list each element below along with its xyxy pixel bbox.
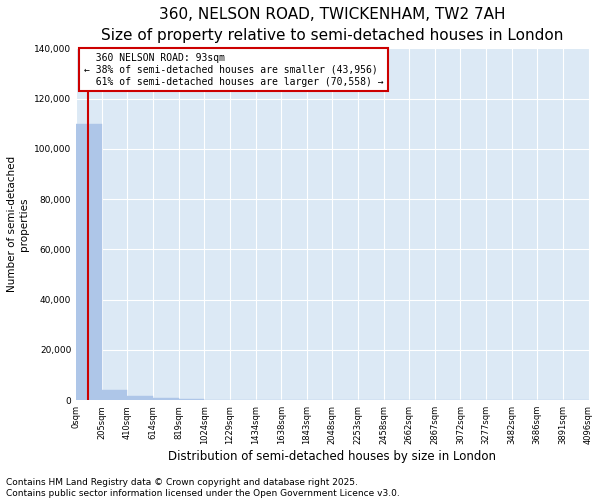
Title: 360, NELSON ROAD, TWICKENHAM, TW2 7AH
Size of property relative to semi-detached: 360, NELSON ROAD, TWICKENHAM, TW2 7AH Si… xyxy=(101,7,563,43)
Bar xyxy=(153,398,179,400)
X-axis label: Distribution of semi-detached houses by size in London: Distribution of semi-detached houses by … xyxy=(169,450,496,463)
Y-axis label: Number of semi-detached
properties: Number of semi-detached properties xyxy=(7,156,29,292)
Bar xyxy=(127,396,153,400)
Bar xyxy=(102,390,127,400)
Bar xyxy=(76,124,102,400)
Text: 360 NELSON ROAD: 93sqm
← 38% of semi-detached houses are smaller (43,956)
  61% : 360 NELSON ROAD: 93sqm ← 38% of semi-det… xyxy=(84,54,383,86)
Text: Contains HM Land Registry data © Crown copyright and database right 2025.
Contai: Contains HM Land Registry data © Crown c… xyxy=(6,478,400,498)
